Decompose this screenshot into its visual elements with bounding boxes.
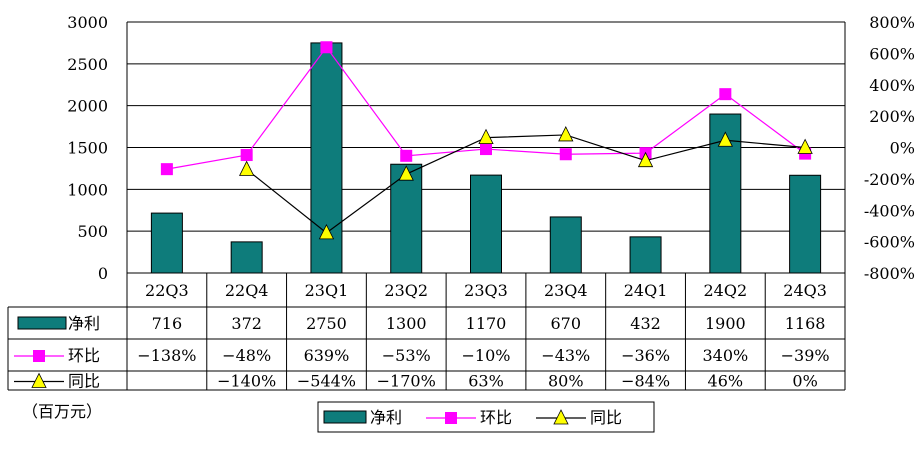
data-point bbox=[558, 126, 574, 142]
data-label: −43% bbox=[541, 346, 590, 365]
legend-label: 同比 bbox=[590, 408, 622, 427]
data-point bbox=[559, 148, 572, 161]
data-label: 716 bbox=[152, 314, 183, 333]
data-point bbox=[478, 128, 494, 145]
data-label: 1168 bbox=[785, 314, 826, 333]
data-point bbox=[719, 88, 732, 101]
line-series bbox=[160, 41, 813, 240]
data-table: 22Q3 22Q4 23Q1 23Q2 23Q3 23Q4 24Q1 24Q2 24Q3 净利 71… bbox=[7, 272, 846, 391]
data-label: −53% bbox=[382, 346, 431, 365]
y-left-tick-label: 1000 bbox=[67, 180, 108, 199]
data-label: −84% bbox=[621, 372, 670, 391]
data-point bbox=[717, 131, 733, 147]
data-label: 639% bbox=[304, 346, 350, 365]
y-right-tick-label: -600% bbox=[864, 233, 915, 252]
legend-label: 净利 bbox=[370, 408, 402, 427]
y-right-tick-label: -800% bbox=[864, 264, 915, 283]
y-right-tick-label: 400% bbox=[869, 76, 915, 95]
bar bbox=[150, 212, 183, 274]
x-tick-label: 22Q4 bbox=[225, 281, 269, 300]
data-label: −140% bbox=[217, 372, 276, 391]
x-tick-label: 24Q2 bbox=[704, 281, 748, 300]
y-left-tick-label: 2000 bbox=[67, 97, 108, 116]
bar bbox=[629, 236, 662, 274]
legend-key-marker bbox=[31, 372, 47, 388]
x-tick-label: 23Q2 bbox=[384, 281, 428, 300]
data-point bbox=[160, 163, 173, 176]
y-right-tick-label: -200% bbox=[864, 170, 915, 189]
unit-label: （百万元） bbox=[22, 402, 102, 421]
legend-frame bbox=[317, 401, 655, 433]
bar bbox=[789, 174, 822, 274]
data-label: 0% bbox=[792, 372, 817, 391]
data-point bbox=[797, 138, 813, 154]
axes: 0 500 1000 1500 2000 2500 3000 -800% -600% -400% -… bbox=[67, 13, 915, 283]
legend-label: 环比 bbox=[480, 408, 512, 427]
data-point bbox=[398, 165, 414, 181]
y-left-tick-label: 0 bbox=[98, 264, 108, 283]
x-tick-label: 22Q3 bbox=[145, 281, 189, 300]
legend: 净利 环比 同比 bbox=[317, 401, 655, 433]
legend-marker bbox=[445, 412, 457, 424]
row-header: 环比 bbox=[68, 346, 100, 365]
x-tick-label: 23Q4 bbox=[544, 281, 588, 300]
y-right-tick-label: 0% bbox=[890, 139, 915, 158]
y-left-tick-label: 500 bbox=[77, 222, 108, 241]
bar bbox=[470, 174, 502, 274]
data-label: 670 bbox=[551, 314, 582, 333]
data-point bbox=[637, 151, 654, 168]
data-label: −138% bbox=[137, 346, 196, 365]
data-point bbox=[240, 149, 253, 162]
y-right-tick-label: 800% bbox=[869, 13, 915, 32]
data-point bbox=[318, 223, 335, 240]
data-point bbox=[480, 143, 492, 156]
x-tick-label: 24Q1 bbox=[624, 281, 668, 300]
y-right-tick-label: -400% bbox=[864, 201, 915, 220]
data-label: −36% bbox=[621, 346, 670, 365]
legend-swatch bbox=[323, 410, 367, 424]
y-left-tick-label: 1500 bbox=[67, 139, 108, 158]
legend-marker bbox=[553, 409, 569, 425]
data-label: 63% bbox=[468, 372, 504, 391]
data-label: −10% bbox=[462, 346, 511, 365]
data-label: 2750 bbox=[306, 314, 347, 333]
data-point bbox=[320, 41, 333, 54]
data-label: −48% bbox=[222, 346, 271, 365]
data-label: 372 bbox=[231, 314, 262, 333]
y-right-tick-label: 200% bbox=[869, 107, 915, 126]
legend-key-marker bbox=[33, 350, 45, 362]
data-label: 1900 bbox=[705, 314, 746, 333]
data-label: 1170 bbox=[466, 314, 507, 333]
row-header: 同比 bbox=[68, 372, 100, 391]
y-left-tick-label: 3000 bbox=[67, 13, 108, 32]
x-tick-label: 23Q1 bbox=[305, 281, 349, 300]
bar bbox=[549, 216, 582, 274]
data-label: −170% bbox=[377, 372, 436, 391]
legend-key bbox=[17, 316, 67, 330]
data-label: 340% bbox=[702, 346, 748, 365]
data-point bbox=[239, 160, 255, 176]
bar bbox=[230, 241, 263, 274]
data-label: 1300 bbox=[386, 314, 427, 333]
data-label: 80% bbox=[548, 372, 584, 391]
x-tick-label: 23Q3 bbox=[464, 281, 508, 300]
data-label: −544% bbox=[297, 372, 356, 391]
y-right-tick-label: 600% bbox=[869, 44, 915, 63]
bar bbox=[390, 163, 423, 274]
data-label: −39% bbox=[781, 346, 830, 365]
x-tick-label: 24Q3 bbox=[783, 281, 827, 300]
data-label: 432 bbox=[630, 314, 661, 333]
data-point bbox=[400, 149, 413, 162]
y-left-tick-label: 2500 bbox=[67, 55, 108, 74]
series-line bbox=[246, 134, 806, 234]
data-label: 46% bbox=[708, 372, 744, 391]
row-header: 净利 bbox=[68, 314, 100, 333]
